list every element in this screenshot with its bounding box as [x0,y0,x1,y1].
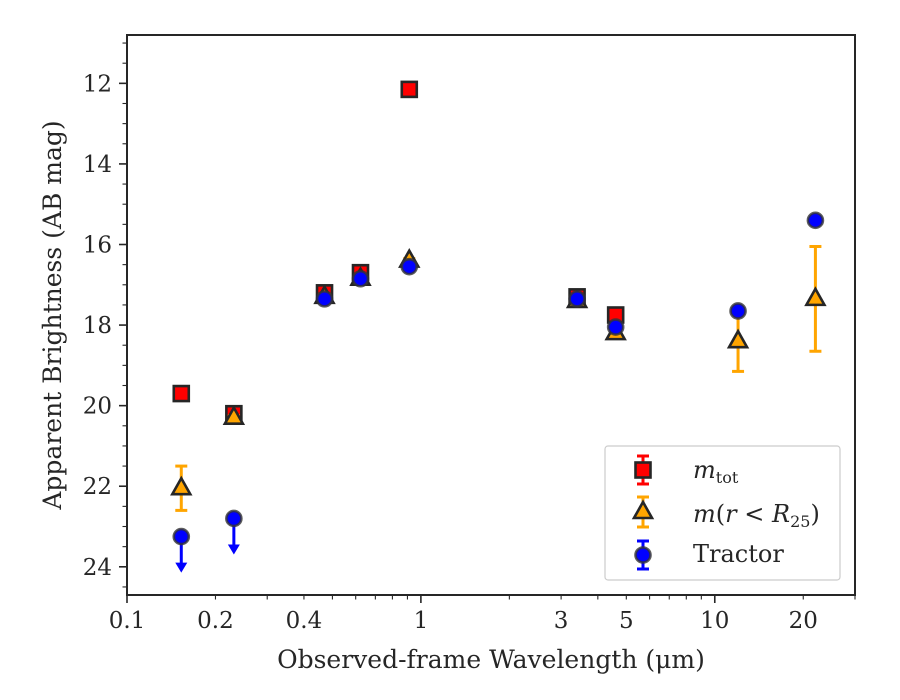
x-tick-label: 1 [414,608,429,634]
y-tick-label: 18 [83,313,112,339]
x-tick-label: 0.2 [197,608,234,634]
x-tick-label: 0.1 [109,608,146,634]
x-tick-label: 0.4 [286,608,323,634]
square-marker [172,384,191,403]
y-tick-label: 24 [83,555,112,581]
series-3 [172,211,825,573]
x-tick-label: 5 [619,608,634,634]
circle-marker [172,527,191,546]
y-axis-label: Apparent Brightness (AB mag) [38,120,67,510]
legend-square-marker [634,461,652,479]
data-marks [170,80,827,573]
y-tick-label: 16 [83,232,112,258]
circle-marker [568,290,586,308]
upper-limit-head [227,544,240,555]
legend-label-mtot: mtot [693,456,739,487]
plot-frame [126,34,856,596]
upper-limit-head [175,562,188,573]
circle-marker [225,509,243,528]
legend-frame [604,445,841,581]
y-tick-label: 22 [83,474,112,500]
legend-handle-1 [634,454,652,486]
circle-marker [729,302,747,320]
x-axis-label: Observed-frame Wavelength (μm) [277,645,705,674]
circle-marker [400,257,419,276]
x-tick-label: 10 [700,608,729,634]
square-marker [400,80,419,99]
circle-marker [606,318,625,336]
legend: mtot m(r < R25) Tractor [604,445,841,581]
y-tick-label: 12 [83,71,112,97]
triangle-marker [170,475,193,496]
legend-entries [631,454,655,571]
y-tick-label: 14 [83,152,112,178]
legend-label-m-r25: m(r < R25) [693,500,820,531]
x-tick-label: 3 [554,608,569,634]
legend-circle-marker [634,546,652,564]
x-axis: 0.1 0.2 0.4 1 3 5 10 20 [109,595,856,634]
legend-triangle-marker [631,499,655,520]
triangle-marker [222,405,246,426]
x-tick-label: 20 [789,608,818,634]
triangle-marker [804,286,827,307]
y-tick-label: 20 [83,394,112,420]
legend-label-tractor: Tractor [693,540,784,568]
triangle-marker [726,328,750,349]
circle-marker [351,269,370,288]
circle-marker [315,290,334,308]
y-axis: 12 14 16 18 20 22 24 [83,42,127,588]
legend-handle-2 [631,495,655,529]
legend-handle-3 [634,539,652,571]
circle-marker [806,211,825,230]
